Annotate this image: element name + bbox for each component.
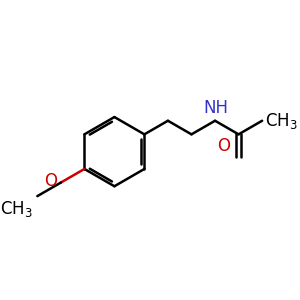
Text: CH$_3$: CH$_3$ <box>0 199 33 219</box>
Text: O: O <box>44 172 57 190</box>
Text: NH: NH <box>203 99 228 117</box>
Text: CH$_3$: CH$_3$ <box>266 111 298 131</box>
Text: O: O <box>217 137 230 155</box>
